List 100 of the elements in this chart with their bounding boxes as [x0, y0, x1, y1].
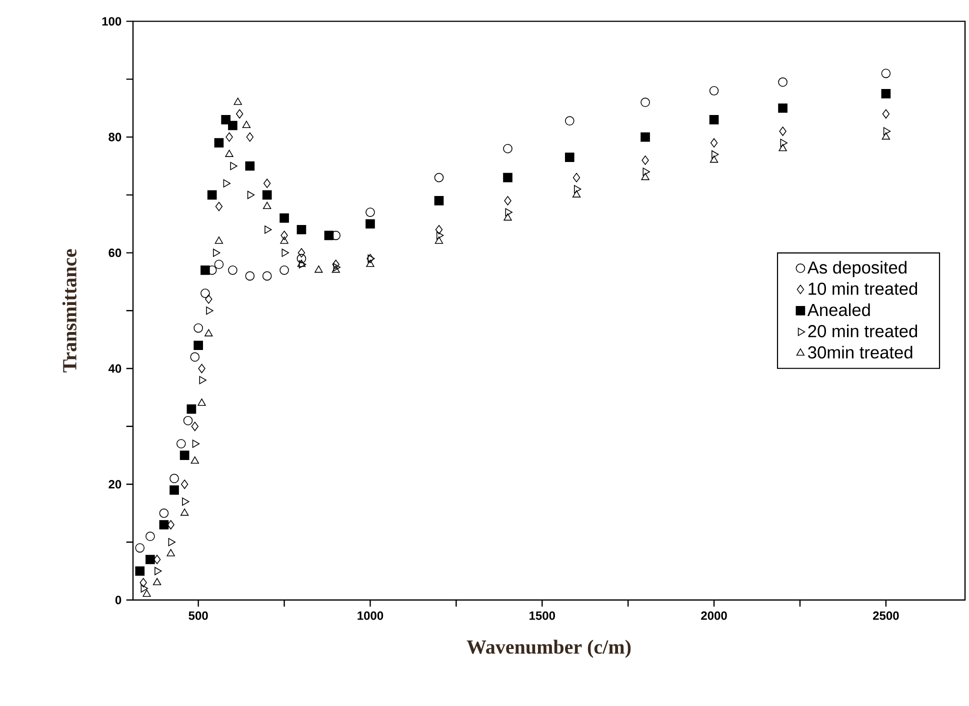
point: [282, 248, 289, 257]
point: [223, 179, 230, 188]
point: [296, 254, 306, 264]
point: [190, 456, 199, 464]
point: [504, 196, 512, 206]
point: [135, 543, 145, 553]
point: [710, 156, 718, 163]
x-tick-label: 2000: [701, 611, 727, 620]
point: [435, 224, 443, 234]
legend-label: Anealed: [807, 303, 870, 316]
point: [712, 150, 719, 159]
point: [230, 162, 238, 170]
point: [503, 144, 512, 154]
x-tick-label: 500: [188, 611, 208, 620]
x-axis-title: Wavenumber (c/m): [466, 640, 631, 658]
point: [314, 265, 323, 273]
point: [199, 376, 206, 384]
point: [152, 578, 162, 586]
legend-label: 30min treated: [808, 346, 912, 359]
point: [192, 440, 200, 448]
point: [883, 127, 891, 136]
point: [280, 265, 289, 275]
point: [246, 132, 254, 142]
point: [779, 126, 786, 136]
point: [200, 265, 210, 275]
point: [642, 156, 649, 165]
point: [183, 416, 193, 426]
x-tick-label: 1000: [358, 611, 384, 620]
point: [198, 364, 206, 374]
y-tick-label: 80: [108, 132, 122, 142]
point: [572, 190, 581, 198]
point: [262, 190, 272, 200]
point: [198, 398, 206, 406]
point: [245, 161, 255, 171]
point: [333, 263, 341, 272]
point: [234, 98, 242, 105]
point: [778, 77, 788, 87]
point: [572, 172, 580, 182]
point: [186, 404, 196, 414]
point: [180, 450, 190, 460]
x-tick-label: 2500: [873, 611, 899, 620]
point: [778, 103, 788, 113]
point: [640, 98, 650, 107]
point: [881, 68, 891, 78]
point: [180, 508, 189, 516]
point: [166, 549, 175, 556]
point: [324, 230, 334, 240]
point: [228, 265, 238, 275]
point: [574, 185, 582, 194]
point: [242, 120, 251, 128]
point: [436, 231, 444, 240]
point: [504, 213, 512, 221]
point: [505, 208, 512, 216]
point: [140, 584, 148, 593]
point: [642, 168, 650, 176]
point: [332, 265, 340, 273]
point: [881, 88, 891, 98]
point: [262, 271, 272, 281]
point: [226, 132, 233, 142]
point: [709, 86, 719, 96]
point: [170, 474, 179, 484]
point: [434, 236, 444, 244]
point: [228, 120, 238, 130]
point: [709, 115, 719, 124]
point: [194, 323, 203, 333]
point: [204, 329, 213, 336]
point: [212, 248, 220, 257]
point: [170, 485, 179, 495]
point: [168, 538, 176, 546]
point: [263, 178, 271, 188]
point: [214, 260, 224, 270]
point: [221, 115, 230, 124]
point: [503, 172, 512, 182]
point: [280, 236, 288, 244]
point: [564, 116, 574, 126]
point: [153, 554, 161, 564]
point: [280, 213, 289, 223]
point: [882, 109, 890, 119]
point: [882, 132, 890, 140]
point: [434, 172, 444, 182]
x-tick-label: 1500: [530, 611, 555, 620]
y-tick-label: 40: [108, 364, 122, 373]
y-axis-title: Transmittance: [62, 249, 76, 372]
point: [641, 172, 650, 180]
point: [366, 219, 375, 229]
point: [262, 202, 272, 210]
point: [710, 138, 718, 148]
point: [215, 202, 223, 212]
point: [780, 138, 788, 147]
point: [135, 566, 145, 576]
legend-label: 20 min treated: [808, 324, 918, 338]
point: [140, 578, 147, 588]
point: [159, 508, 169, 518]
point: [190, 352, 200, 362]
point: [366, 260, 374, 267]
point: [564, 152, 574, 162]
point: [225, 150, 234, 157]
point: [214, 236, 224, 244]
y-tick-label: 20: [108, 480, 122, 489]
legend-label: 10 min treated: [808, 282, 918, 295]
